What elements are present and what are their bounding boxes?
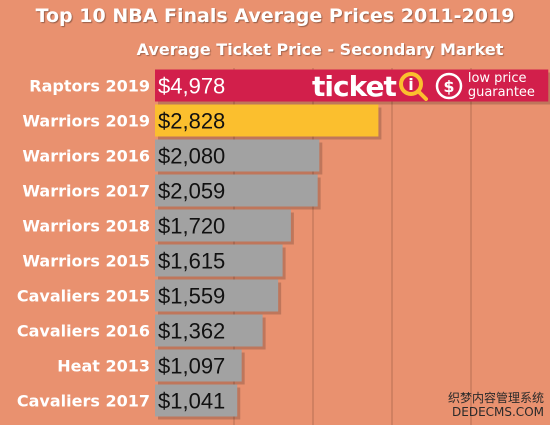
category-label: Warriors 2016 bbox=[22, 147, 150, 166]
value-label: $1,097 bbox=[158, 354, 225, 379]
category-label: Warriors 2017 bbox=[22, 182, 150, 201]
magnifier-icon: i bbox=[398, 72, 428, 101]
category-label: Warriors 2019 bbox=[22, 112, 150, 131]
bar bbox=[155, 314, 263, 347]
ticketiq-logo: ticket i $ low price guarantee bbox=[312, 68, 542, 104]
category-label: Raptors 2019 bbox=[29, 77, 150, 96]
value-label: $1,041 bbox=[158, 389, 225, 414]
value-label: $1,720 bbox=[158, 214, 225, 239]
category-label: Cavaliers 2017 bbox=[17, 392, 150, 411]
guarantee-badge-icon: $ bbox=[435, 72, 463, 100]
bar bbox=[155, 209, 291, 242]
category-label: Heat 2013 bbox=[57, 357, 150, 376]
watermark-line2: DEDECMS.COM bbox=[452, 405, 544, 419]
bar bbox=[155, 69, 549, 102]
bar bbox=[155, 104, 379, 137]
logo-tagline-line2: guarantee bbox=[467, 85, 535, 100]
bar bbox=[155, 384, 238, 417]
bar bbox=[155, 349, 242, 382]
value-label: $1,615 bbox=[158, 249, 225, 274]
value-label: $4,978 bbox=[158, 74, 225, 99]
watermark-line1: 织梦内容管理系统 bbox=[447, 391, 544, 405]
value-label: $2,828 bbox=[158, 109, 225, 134]
bar bbox=[155, 244, 283, 277]
category-label: Cavaliers 2015 bbox=[17, 287, 150, 306]
value-label: $1,362 bbox=[158, 319, 225, 344]
chart-title: Top 10 NBA Finals Average Prices 2011-20… bbox=[35, 5, 515, 27]
value-label: $2,059 bbox=[158, 179, 225, 204]
category-label: Warriors 2015 bbox=[22, 252, 150, 271]
logo-tagline: low price guarantee bbox=[468, 72, 535, 100]
bar bbox=[155, 174, 318, 207]
chart-subtitle: Average Ticket Price - Secondary Market bbox=[136, 40, 504, 59]
category-label: Warriors 2018 bbox=[22, 217, 150, 236]
logo-wordmark: ticket bbox=[312, 69, 397, 103]
value-label: $2,080 bbox=[158, 144, 225, 169]
category-label: Cavaliers 2016 bbox=[17, 322, 150, 341]
watermark: 织梦内容管理系统 DEDECMS.COM bbox=[448, 391, 544, 419]
bar bbox=[155, 139, 320, 172]
svg-text:$: $ bbox=[443, 77, 454, 96]
logo-letter: i bbox=[408, 75, 413, 94]
bar bbox=[155, 279, 279, 312]
logo-tagline-line1: low price bbox=[467, 71, 527, 86]
value-label: $1,559 bbox=[158, 284, 225, 309]
